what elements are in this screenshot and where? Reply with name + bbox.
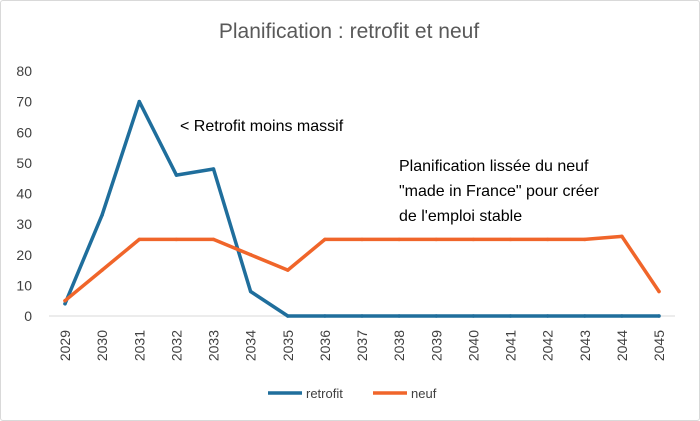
- annotation-retrofit-line: < Retrofit moins massif: [180, 118, 344, 135]
- annotation-neuf: Planification lissée du neuf "made in Fr…: [399, 158, 603, 225]
- data-point-retrofit: [323, 314, 327, 318]
- annotation-neuf-line-1: Planification lissée du neuf: [399, 158, 589, 175]
- data-point-neuf: [360, 237, 364, 242]
- annotation-neuf-line-2: "made in France" pour créer: [399, 183, 600, 200]
- data-point-neuf: [397, 237, 401, 242]
- data-point-retrofit: [657, 314, 661, 318]
- data-point-retrofit: [397, 314, 401, 318]
- legend-label-retrofit: retrofit: [306, 386, 343, 401]
- data-point-retrofit: [174, 173, 179, 177]
- y-tick-label: 30: [16, 216, 32, 232]
- data-point-neuf: [657, 289, 661, 294]
- x-tick-label: 2038: [391, 330, 407, 361]
- x-tick-label: 2043: [577, 330, 593, 361]
- x-tick-label: 2040: [465, 330, 481, 361]
- x-tick-label: 2030: [94, 330, 110, 361]
- y-tick-label: 40: [16, 186, 32, 202]
- y-axis: 0 10 20 30 40 50 60 70 80: [16, 63, 32, 324]
- x-tick-label: 2037: [354, 330, 370, 361]
- y-tick-label: 50: [16, 155, 32, 171]
- data-point-neuf: [248, 253, 253, 257]
- annotation-retrofit: < Retrofit moins massif: [180, 118, 344, 135]
- data-point-retrofit: [211, 167, 216, 171]
- x-tick-label: 2039: [428, 330, 444, 361]
- data-point-neuf: [508, 237, 513, 242]
- x-axis: 2029 2030 2031 2032 2033 2034 2035 2036 2037 2038…: [57, 330, 667, 361]
- x-tick-label: 2045: [651, 330, 667, 361]
- data-point-neuf: [63, 298, 67, 303]
- data-point-neuf: [434, 237, 438, 242]
- data-point-retrofit: [100, 213, 104, 217]
- data-point-neuf: [286, 268, 290, 272]
- x-tick-label: 2036: [317, 330, 333, 361]
- data-point-retrofit: [248, 289, 253, 294]
- series-layer: [63, 99, 661, 318]
- y-tick-label: 10: [16, 277, 32, 293]
- series-line-retrofit: [63, 99, 661, 318]
- x-tick-label: 2031: [131, 330, 147, 361]
- legend: retrofit neuf: [268, 386, 437, 401]
- data-point-neuf: [211, 237, 216, 242]
- data-point-retrofit: [471, 314, 476, 318]
- data-point-retrofit: [434, 314, 438, 318]
- data-point-retrofit: [545, 314, 550, 318]
- x-tick-label: 2041: [503, 330, 519, 361]
- x-tick-label: 2032: [168, 330, 184, 361]
- chart-title: Planification : retrofit et neuf: [219, 20, 479, 43]
- legend-label-neuf: neuf: [411, 386, 437, 401]
- x-tick-label: 2033: [206, 330, 222, 361]
- x-tick-label: 2042: [540, 330, 556, 361]
- data-point-neuf: [137, 237, 141, 242]
- x-tick-label: 2044: [614, 330, 630, 361]
- annotation-neuf-line-3: de l'emploi stable: [399, 208, 522, 225]
- data-point-retrofit: [286, 314, 290, 318]
- y-tick-label: 0: [24, 308, 32, 324]
- data-point-neuf: [100, 268, 104, 272]
- data-point-retrofit: [63, 302, 67, 306]
- y-tick-label: 60: [16, 124, 32, 140]
- data-point-neuf: [323, 237, 327, 242]
- x-tick-label: 2035: [280, 330, 296, 361]
- series-line-neuf: [63, 234, 661, 303]
- x-tick-label: 2029: [57, 330, 73, 361]
- data-point-neuf: [471, 237, 476, 242]
- data-point-neuf: [620, 234, 624, 239]
- data-point-retrofit: [137, 99, 141, 104]
- data-point-neuf: [583, 237, 587, 242]
- y-tick-label: 70: [16, 94, 32, 110]
- y-tick-label: 80: [16, 63, 32, 79]
- data-point-retrofit: [508, 314, 513, 318]
- y-tick-label: 20: [16, 247, 32, 263]
- x-tick-label: 2034: [243, 330, 259, 361]
- data-point-neuf: [174, 237, 179, 242]
- data-point-retrofit: [620, 314, 624, 318]
- data-point-neuf: [545, 237, 550, 242]
- data-point-retrofit: [360, 314, 364, 318]
- data-point-retrofit: [583, 314, 587, 318]
